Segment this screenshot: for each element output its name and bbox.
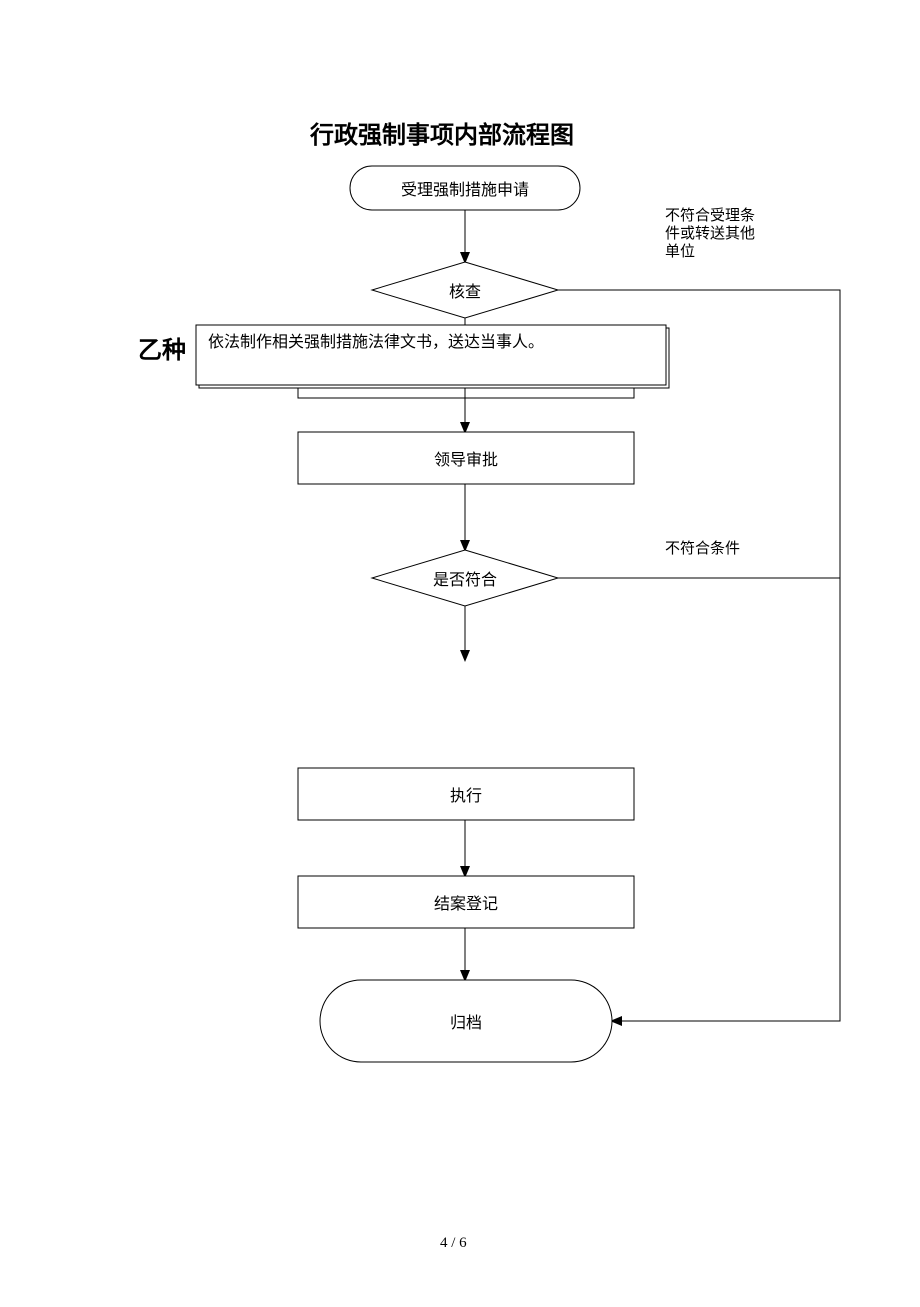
side-label: 乙种 <box>138 330 186 365</box>
node-n7 <box>298 876 634 928</box>
flowchart-canvas: 行政强制事项内部流程图 乙种 4 / 6 不符合受理条 件或转送其他 单位不符合… <box>0 0 920 1302</box>
edge-e10 <box>298 388 634 398</box>
node-n4 <box>298 432 634 484</box>
flowchart-svg <box>0 0 920 1302</box>
node-n8 <box>320 980 612 1062</box>
annotation-ann2: 不符合条件 <box>665 540 740 558</box>
annotation-ann1: 不符合受理条 件或转送其他 单位 <box>665 207 755 261</box>
page-footer: 4 / 6 <box>440 1235 467 1252</box>
page-title: 行政强制事项内部流程图 <box>310 115 574 150</box>
node-n5 <box>372 550 558 606</box>
node-label-n3: 依法制作相关强制措施法律文书，送达当事人。 <box>208 331 654 355</box>
node-n1 <box>350 166 580 210</box>
node-n6 <box>298 768 634 820</box>
node-n2 <box>372 262 558 318</box>
